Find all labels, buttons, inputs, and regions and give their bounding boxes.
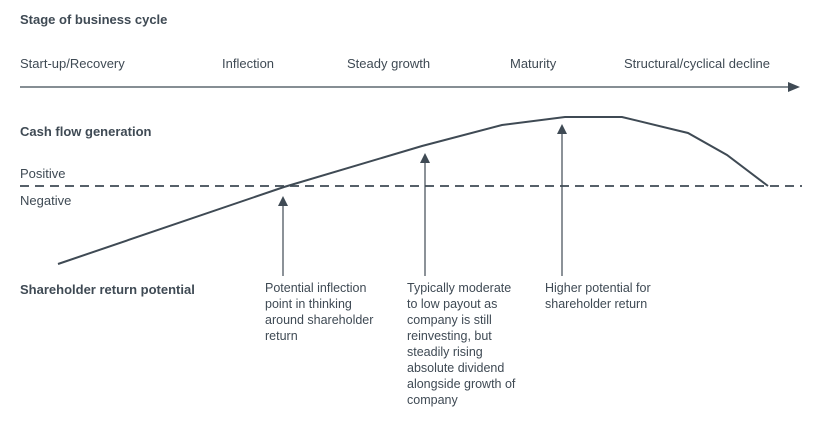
shareholder-return-potential-label: Shareholder return potential <box>20 282 195 297</box>
cash-flow-generation-label: Cash flow generation <box>20 124 152 139</box>
annotation-maturity: Higher potential for shareholder return <box>545 280 651 312</box>
annotation-steady-growth-line: absolute dividend <box>407 361 505 375</box>
annotation-maturity-line: Higher potential for <box>545 281 651 295</box>
annotation-steady-growth-line: reinvesting, but <box>407 329 492 343</box>
stage-structural-cyclical-decline: Structural/cyclical decline <box>624 56 770 71</box>
diagram-title: Stage of business cycle <box>20 12 168 27</box>
inflection-pointer-arrowhead-icon <box>278 196 288 206</box>
maturity-pointer-arrowhead-icon <box>557 124 567 134</box>
annotation-inflection-line: Potential inflection <box>265 281 367 295</box>
annotation-steady-growth-line: company <box>407 393 458 407</box>
timeline-arrow-icon <box>788 82 800 92</box>
annotation-steady-growth-line: alongside growth of <box>407 377 516 391</box>
annotation-inflection-line: return <box>265 329 298 343</box>
negative-label: Negative <box>20 193 72 208</box>
stage-startup-recovery: Start-up/Recovery <box>20 56 125 71</box>
steady-growth-pointer-arrowhead-icon <box>420 153 430 163</box>
annotation-steady-growth: Typically moderate to low payout as comp… <box>407 280 515 408</box>
annotation-maturity-line: shareholder return <box>545 297 648 311</box>
annotation-steady-growth-line: steadily rising <box>407 345 483 359</box>
stage-steady-growth: Steady growth <box>347 56 431 71</box>
stage-maturity: Maturity <box>510 56 557 71</box>
annotation-steady-growth-line: company is still <box>407 313 492 327</box>
annotation-steady-growth-line: to low payout as <box>407 297 498 311</box>
annotation-inflection-line: point in thinking <box>265 297 352 311</box>
annotation-inflection: Potential inflection point in thinking a… <box>265 280 373 344</box>
cash-flow-curve <box>57 116 769 265</box>
positive-label: Positive <box>20 166 66 181</box>
annotation-steady-growth-line: Typically moderate <box>407 281 512 295</box>
stage-inflection: Inflection <box>222 56 275 71</box>
annotation-inflection-line: around shareholder <box>265 313 374 327</box>
